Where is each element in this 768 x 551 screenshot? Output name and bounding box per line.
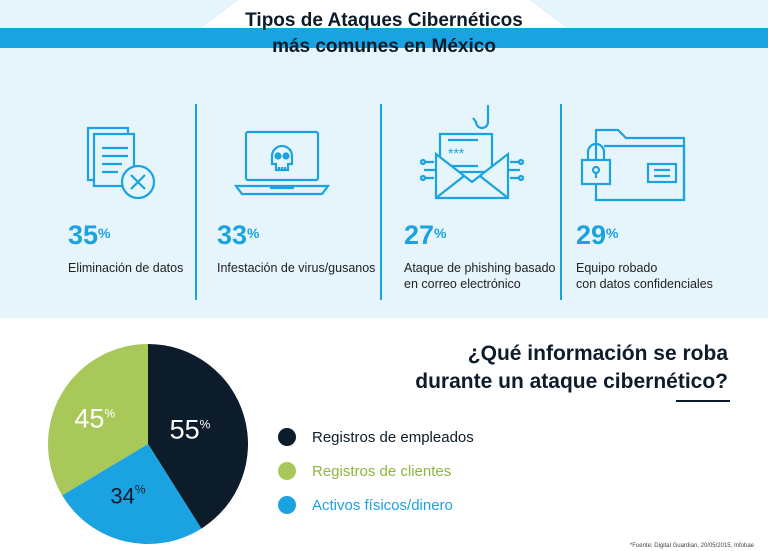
legend-label: Registros de empleados — [312, 428, 474, 446]
source-note: *Fuente: Digital Guardian, 20/05/2015, I… — [629, 543, 754, 549]
legend-item-clients: Registros de clientes — [278, 454, 474, 488]
legend-label: Registros de clientes — [312, 462, 452, 480]
column-divider — [195, 104, 197, 300]
pie-slice-assets — [62, 444, 202, 544]
attack-stat-virus: 33% Infestación de virus/gusanos — [217, 220, 387, 276]
question-line-2: durante un ataque cibernético? — [415, 370, 728, 393]
stolen-info-pie-chart: 55%45%34% — [48, 344, 248, 544]
locked-folder-icon — [580, 128, 686, 202]
legend-swatch — [278, 462, 296, 480]
heading-underline — [676, 400, 730, 402]
attack-label: Eliminación de datos — [68, 261, 184, 275]
legend-item-employees: Registros de empleados — [278, 420, 474, 454]
phishing-email-icon: *** — [420, 104, 524, 200]
column-divider — [380, 104, 382, 300]
attack-percentage: 27% — [404, 220, 447, 250]
legend-item-assets: Activos físicos/dinero — [278, 488, 474, 522]
attack-percentage: 33% — [217, 220, 260, 250]
title-line-1: Tipos de Ataques Cibernéticos — [245, 10, 523, 31]
column-divider — [560, 104, 562, 300]
attack-percentage: 35% — [68, 220, 111, 250]
pie-slice-employees — [148, 344, 248, 529]
legend-label: Activos físicos/dinero — [312, 496, 453, 514]
title-banner — [0, 0, 768, 48]
page-title: Tipos de Ataques Cibernéticos más comune… — [0, 8, 768, 60]
attack-stat-stolen-equipment: 29% Equipo robado con datos confidenciale… — [576, 220, 746, 292]
question-heading: ¿Qué información se roba durante un ataq… — [415, 340, 728, 396]
svg-text:***: *** — [448, 145, 465, 161]
question-line-1: ¿Qué información se roba — [467, 342, 728, 365]
attack-percentage: 29% — [576, 220, 619, 250]
attack-label: Infestación de virus/gusanos — [217, 261, 376, 275]
legend-swatch — [278, 496, 296, 514]
attack-stat-phishing: 27% Ataque de phishing basado en correo e… — [404, 220, 574, 292]
chart-legend: Registros de empleados Registros de clie… — [278, 420, 474, 522]
attack-stat-deletion: 35% Eliminación de datos — [68, 220, 238, 276]
laptop-skull-icon — [233, 130, 331, 196]
title-line-2: más comunes en México — [272, 36, 496, 57]
legend-swatch — [278, 428, 296, 446]
document-delete-icon — [86, 126, 156, 200]
attack-label: Ataque de phishing basado en correo elect… — [404, 261, 556, 291]
pie-slice-clients — [48, 344, 148, 496]
attack-label: Equipo robado con datos confidenciales — [576, 261, 713, 291]
